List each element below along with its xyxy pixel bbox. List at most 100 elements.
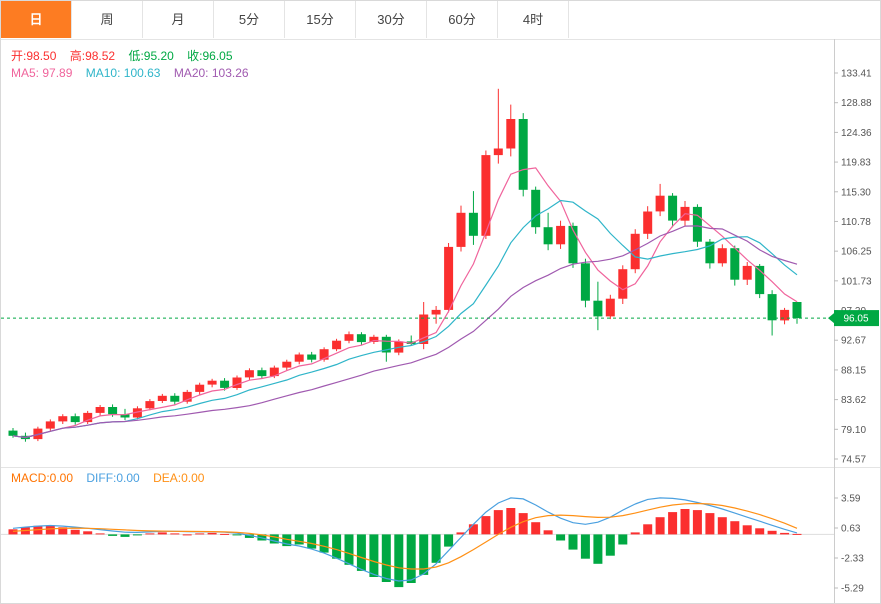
candle-body [730, 248, 740, 280]
candle-body [767, 294, 777, 321]
tab-15min[interactable]: 15分 [285, 1, 356, 38]
diff-value-readout: DIFF:0.00 [86, 471, 140, 485]
svg-text:74.57: 74.57 [841, 455, 866, 466]
candle-body [531, 189, 541, 228]
tab-60min[interactable]: 60分 [427, 1, 498, 38]
candle-body [269, 367, 279, 377]
period-tabbar: 日 周 月 5分 15分 30分 60分 4时 [1, 1, 880, 39]
macd-bar [394, 534, 404, 588]
macd-bar [556, 534, 566, 541]
macd-bar [207, 532, 217, 535]
macd-value-readout: MACD:0.00 [11, 471, 74, 485]
candle-body [506, 119, 516, 149]
candle-body [468, 212, 478, 236]
macd-bar [95, 533, 105, 535]
macd-bar [83, 531, 93, 535]
ma5-readout: MA5: 97.89 [11, 66, 73, 80]
svg-text:106.25: 106.25 [841, 247, 872, 258]
candle-body [605, 298, 615, 317]
macd-dea-line [12, 502, 798, 570]
svg-text:-5.29: -5.29 [841, 584, 864, 595]
candle-body [444, 246, 454, 310]
tab-30min[interactable]: 30分 [356, 1, 427, 38]
svg-text:-2.33: -2.33 [841, 554, 864, 565]
candle-body [593, 300, 603, 317]
macd-bar [767, 530, 777, 535]
candle-body [332, 340, 342, 350]
candle-body [556, 225, 566, 245]
macd-bar [157, 532, 167, 535]
candle-body [456, 212, 466, 247]
ma5-line [12, 167, 798, 439]
macd-bar [618, 534, 628, 545]
macd-bar [8, 529, 18, 535]
macd-bar [356, 534, 366, 571]
candles-layer [8, 88, 802, 442]
macd-axis-labels: 3.59 0.63 -2.33 -5.29 [834, 494, 864, 595]
svg-text:79.10: 79.10 [841, 425, 866, 436]
candle-body [282, 361, 292, 368]
tab-5min[interactable]: 5分 [214, 1, 285, 38]
candle-body [580, 263, 590, 301]
candle-body [431, 309, 441, 315]
candle-body [257, 370, 267, 377]
macd-bar [269, 534, 279, 544]
candle-body [170, 395, 180, 402]
svg-text:115.30: 115.30 [841, 187, 871, 198]
candle-body [145, 401, 155, 409]
svg-text:133.41: 133.41 [841, 69, 872, 80]
macd-bar [668, 512, 678, 535]
candle-body [518, 119, 528, 190]
ma10-line [12, 199, 798, 439]
ma20-readout: MA20: 103.26 [173, 66, 249, 80]
macd-bar [58, 527, 68, 535]
candle-body [182, 391, 192, 402]
candle-body [195, 384, 205, 392]
tab-day[interactable]: 日 [1, 1, 72, 38]
macd-bar [170, 533, 180, 535]
candle-body [220, 380, 230, 388]
candle-body [8, 430, 18, 436]
candle-body [493, 148, 503, 156]
tab-4hour[interactable]: 4时 [498, 1, 569, 38]
candle-body [120, 414, 130, 418]
candle-body [83, 412, 93, 423]
macd-bar [792, 533, 802, 535]
tab-week[interactable]: 周 [72, 1, 143, 38]
candle-body [692, 206, 702, 242]
macd-bar [717, 517, 727, 535]
macd-bar [369, 534, 379, 577]
svg-text:92.67: 92.67 [841, 336, 866, 347]
macd-histogram [8, 508, 802, 588]
candle-body [668, 195, 678, 221]
svg-text:96.05: 96.05 [843, 314, 868, 325]
macd-bar [531, 522, 541, 535]
macd-bar [780, 532, 790, 535]
candle-body [70, 416, 80, 423]
candle-body [792, 302, 802, 319]
svg-text:128.88: 128.88 [841, 98, 872, 109]
macd-bar [120, 534, 130, 537]
candle-body [369, 336, 379, 342]
macd-bar [294, 534, 304, 545]
macd-bar [518, 513, 528, 535]
macd-bar [444, 534, 454, 547]
last-price-tag: 96.05 [828, 310, 879, 327]
candle-body [705, 241, 715, 264]
candle-body [307, 354, 317, 360]
svg-text:3.59: 3.59 [841, 494, 861, 505]
open-readout: 开:98.50 [11, 49, 57, 63]
candle-body [33, 428, 43, 440]
macd-bar [605, 534, 615, 556]
candle-body [717, 248, 727, 264]
low-readout: 低:95.20 [128, 49, 174, 63]
macd-bar [406, 534, 416, 583]
macd-bar [332, 534, 342, 559]
ma10-readout: MA10: 100.63 [85, 66, 161, 80]
candle-body [630, 233, 640, 270]
macd-bar [145, 533, 155, 535]
ma-readout: MA5: 97.89 MA10: 100.63 MA20: 103.26 [11, 66, 259, 80]
tab-month[interactable]: 月 [143, 1, 214, 38]
candle-body [356, 334, 366, 343]
